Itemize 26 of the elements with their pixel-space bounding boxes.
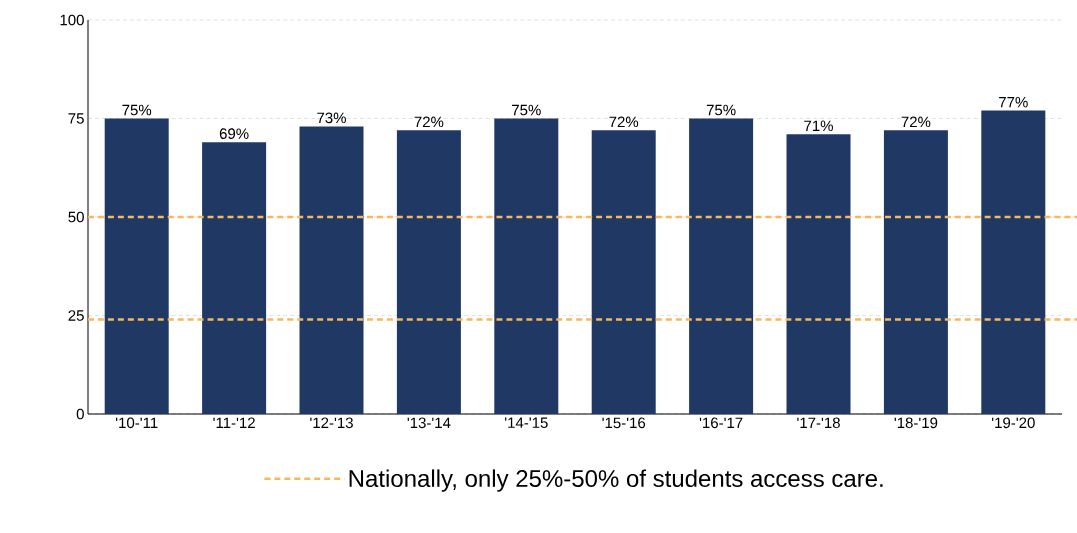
x-tick-label: '15-'16 <box>602 417 646 429</box>
data-label: 72% <box>609 116 639 128</box>
x-tick-label: '10-'11 <box>115 417 158 429</box>
y-tick-label: 75 <box>68 113 84 124</box>
x-tick-label: '16-'17 <box>699 417 743 429</box>
y-tick-label: 25 <box>68 310 84 321</box>
x-tick-label: '18-'19 <box>894 417 938 429</box>
x-tick-label: '19-'20 <box>992 417 1035 429</box>
data-label: 72% <box>901 116 931 128</box>
y-tick-label: 50 <box>68 211 84 223</box>
x-tick-label: '14-'15 <box>505 417 548 428</box>
data-label: 72% <box>414 116 444 128</box>
x-tick-label: '13-'14 <box>407 417 451 429</box>
x-tick-label: '12-'13 <box>310 417 353 429</box>
data-label: 69% <box>219 128 249 139</box>
data-label: 75% <box>706 104 736 116</box>
data-label: 77% <box>999 96 1028 108</box>
legend-label: Nationally, only 25%-50% of students access care. <box>349 469 883 492</box>
x-tick-label: '17-'18 <box>797 417 840 429</box>
y-tick-label: 0 <box>76 408 84 420</box>
y-tick-label: 100 <box>60 14 84 26</box>
x-tick-label: '11-'12 <box>213 417 255 428</box>
data-label: 73% <box>317 112 346 124</box>
data-label: 75% <box>512 104 541 116</box>
data-label: 75% <box>122 104 152 116</box>
data-label: 71% <box>804 120 833 132</box>
